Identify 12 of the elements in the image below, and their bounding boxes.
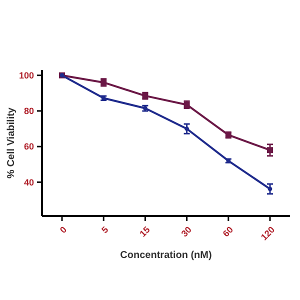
x-tick-label: 60	[220, 224, 236, 239]
x-tick-label: 30	[179, 224, 194, 239]
x-axis-title: Concentration (nM)	[120, 250, 212, 261]
y-tick-label: 100	[18, 70, 34, 80]
y-axis-title: % Cell Viability	[6, 107, 17, 178]
y-tick-label: 80	[24, 106, 34, 116]
y-tick-label: 60	[24, 142, 34, 152]
x-tick-label: 0	[58, 224, 69, 236]
x-tick-label: 5	[100, 224, 110, 236]
x-tick-label: 120	[258, 224, 277, 242]
x-tick-label: 15	[138, 224, 152, 239]
y-tick-label: 40	[24, 177, 34, 188]
